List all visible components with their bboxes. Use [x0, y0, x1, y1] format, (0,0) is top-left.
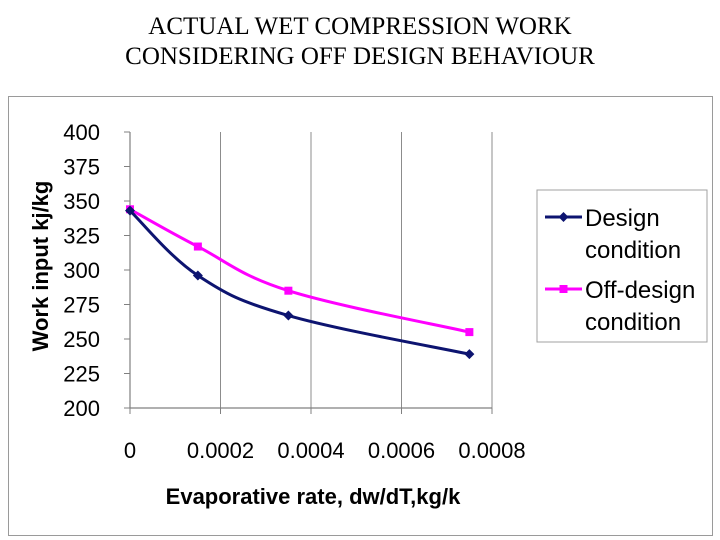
grid-layer — [220, 132, 493, 408]
y-tick-label: 400 — [63, 120, 100, 145]
label-layer: Work input kj/kg Evaporative rate, dw/dT… — [28, 181, 461, 509]
legend-swatch-marker — [559, 285, 568, 293]
y-tick-label: 250 — [63, 327, 100, 352]
series-line — [128, 209, 471, 356]
data-point — [464, 349, 475, 360]
slide-title: ACTUAL WET COMPRESSION WORK CONSIDERING … — [0, 12, 720, 72]
legend-label: condition — [585, 309, 681, 336]
y-tick-label: 275 — [63, 293, 100, 318]
y-tick-label: 350 — [63, 189, 100, 214]
data-point — [283, 310, 294, 321]
title-line-1: ACTUAL WET COMPRESSION WORK — [148, 13, 572, 40]
y-tick-label: 225 — [63, 362, 100, 387]
data-point — [125, 205, 135, 216]
x-tick-label: 0.0008 — [458, 438, 525, 463]
y-tick-label: 200 — [63, 396, 100, 421]
x-tick-label: 0.0006 — [368, 438, 435, 463]
legend-label: Design — [585, 205, 660, 232]
legend-label: Off-design — [585, 277, 695, 304]
x-axis-label: Evaporative rate, dw/dT,kg/k — [166, 484, 461, 509]
y-tick-label: 300 — [63, 258, 100, 283]
series-layer — [125, 205, 475, 360]
legend-swatch-marker — [558, 212, 569, 222]
axis-layer: 400 375 350 325 300 275 250 225 200 0 0.0002 0.0004… — [63, 120, 525, 463]
title-line-2: CONSIDERING OFF DESIGN BEHAVIOUR — [125, 43, 595, 70]
y-tick-label: 325 — [63, 224, 100, 249]
y-tick-label: 375 — [63, 155, 100, 180]
data-point — [465, 328, 474, 337]
x-tick-label: 0 — [124, 438, 136, 463]
y-axis-label: Work input kj/kg — [28, 181, 53, 352]
series-line — [128, 207, 471, 334]
data-point — [192, 270, 203, 281]
x-tick-label: 0.0002 — [187, 438, 254, 463]
data-point — [193, 242, 202, 251]
legend-label: condition — [585, 237, 681, 264]
legend: Design condition Off-design condition — [536, 189, 708, 343]
x-tick-label: 0.0004 — [277, 438, 344, 463]
data-point — [284, 286, 293, 295]
